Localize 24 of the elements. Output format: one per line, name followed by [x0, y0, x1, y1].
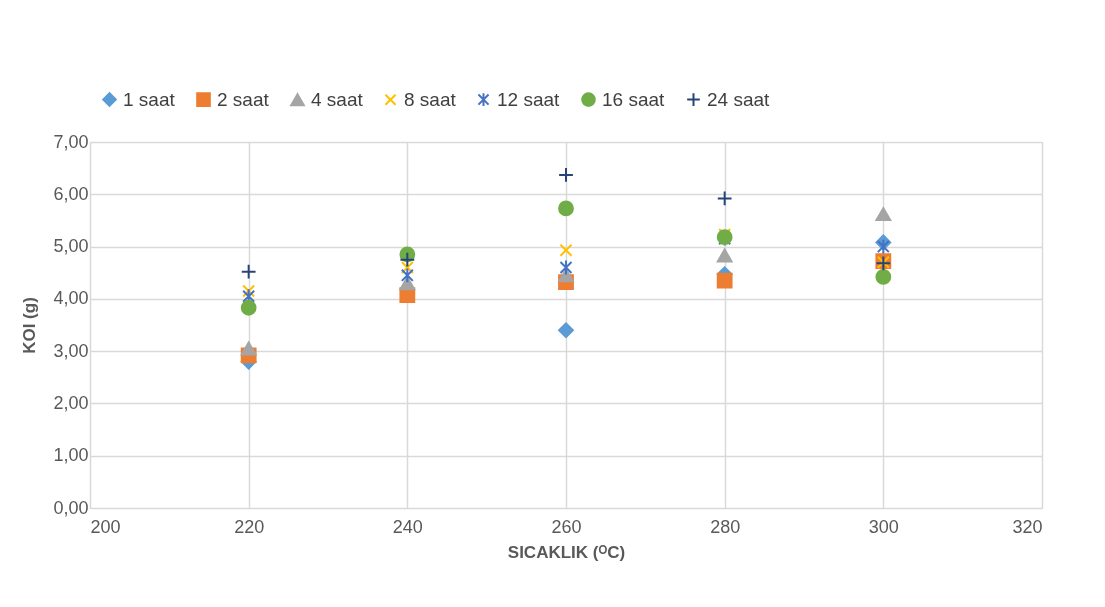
x-tick-label: 300	[868, 516, 899, 537]
y-tick-label: 6,00	[53, 183, 89, 204]
legend-label: 12 saat	[497, 88, 561, 110]
x-axis-title: SICAKLIK (ᴼC)	[507, 542, 626, 562]
x-tick-label: 280	[710, 516, 741, 537]
legend-label: 8 saat	[404, 88, 457, 110]
y-axis-title: KOI (g)	[20, 297, 40, 354]
x-tick-label: 320	[1012, 516, 1043, 537]
y-tick-label: 2,00	[53, 392, 89, 413]
legend-label: 4 saat	[311, 88, 364, 110]
y-tick-label: 3,00	[53, 340, 89, 361]
legend-label: 24 saat	[707, 88, 771, 110]
y-tick-label: 7,00	[53, 131, 89, 152]
y-tick-label: 4,00	[53, 288, 89, 309]
y-tick-label: 1,00	[53, 445, 89, 466]
x-tick-label: 260	[551, 516, 582, 537]
x-tick-label: 240	[392, 516, 423, 537]
legend-label: 1 saat	[123, 88, 176, 110]
y-tick-label: 0,00	[53, 497, 89, 518]
x-tick-label: 200	[90, 516, 121, 537]
x-tick-label: 220	[234, 516, 265, 537]
y-tick-label: 5,00	[53, 236, 89, 257]
legend-label: 2 saat	[217, 88, 270, 110]
legend-label: 16 saat	[602, 88, 666, 110]
